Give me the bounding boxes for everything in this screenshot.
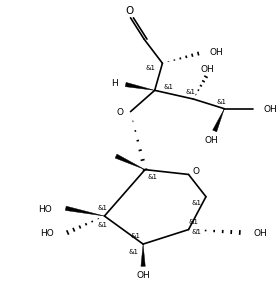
Text: O: O [193,167,200,176]
Text: &1: &1 [216,99,226,105]
Text: HO: HO [38,205,52,214]
Text: &1: &1 [98,205,108,211]
Text: &1: &1 [128,249,138,255]
Text: &1: &1 [146,65,156,71]
Text: &1: &1 [163,84,173,91]
Polygon shape [141,244,145,266]
Text: OH: OH [136,271,150,281]
Text: &1: &1 [148,174,158,180]
Text: OH: OH [205,136,219,145]
Text: HO: HO [40,229,54,238]
Polygon shape [115,154,145,170]
Text: &1: &1 [98,222,108,228]
Polygon shape [65,206,105,216]
Text: &1: &1 [130,233,140,239]
Text: &1: &1 [185,89,195,95]
Text: &1: &1 [188,219,198,225]
Text: O: O [125,6,134,16]
Text: &1: &1 [191,230,201,236]
Text: OH: OH [210,48,224,57]
Text: &1: &1 [191,200,201,207]
Text: H: H [111,79,118,88]
Polygon shape [125,82,155,90]
Text: OH: OH [264,105,278,114]
Text: OH: OH [200,65,214,73]
Text: O: O [116,108,123,117]
Text: OH: OH [253,229,267,238]
Polygon shape [213,109,224,132]
